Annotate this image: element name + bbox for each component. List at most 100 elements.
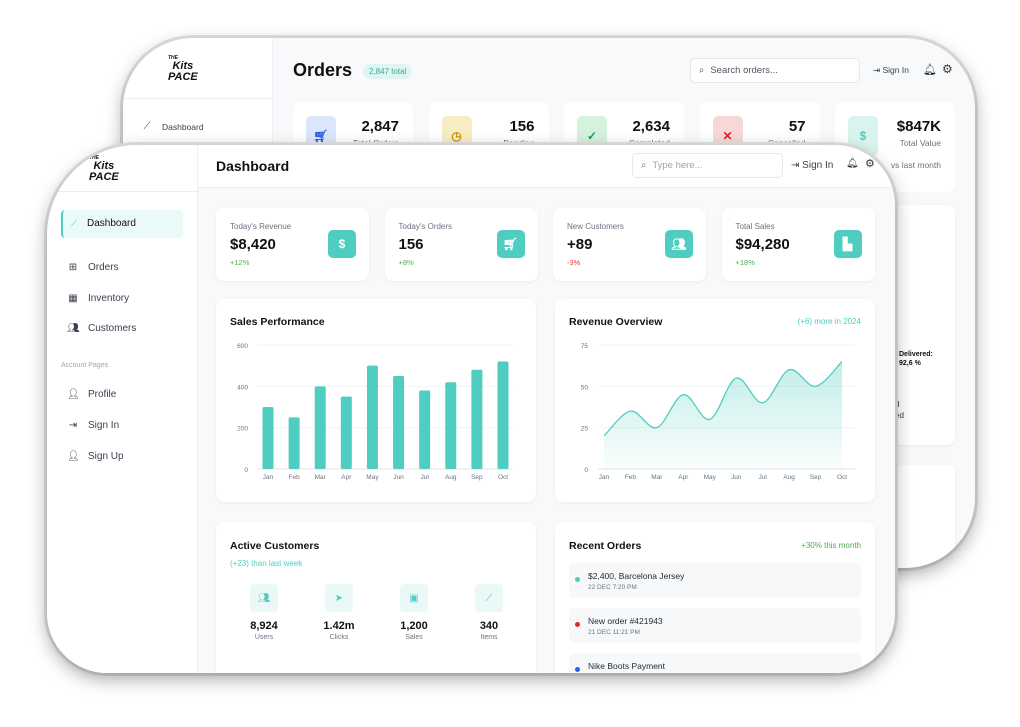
y-tick-label: 600 (237, 343, 248, 350)
dashboard-window: THE Kits PACE ⟋ Dashboard ⊞ Orders ▦ Inven… (47, 145, 895, 673)
revenue-overview-card: Revenue Overview (+6) more in 2024 0 25 50… (555, 299, 875, 502)
x-tick-label: Apr (341, 474, 352, 481)
order-list-item[interactable]: $2,400, Barcelona Jersey 22 DEC 7:20 PM (569, 563, 861, 598)
chart-note: (+6) more in 2024 (797, 317, 861, 326)
dollar-icon: $ (328, 230, 356, 258)
users-icon: 👥︎ (250, 584, 278, 612)
y-tick-label: 200 (237, 426, 248, 433)
sidebar-item-sign-in[interactable]: ⇥ Sign In (68, 420, 120, 431)
x-tick-label: Aug (445, 474, 457, 481)
active-customers-stat: 👥︎ 8,924 Users (234, 584, 294, 641)
x-tick-label: Oct (498, 474, 508, 481)
sales-performance-card: Sales Performance 0 200 400 600 Jan Feb Mar Apr… (216, 299, 536, 502)
x-tick-label: Feb (625, 474, 637, 481)
chart-title: Revenue Overview (569, 316, 663, 328)
cursor-icon: ➤ (325, 584, 353, 612)
active-customers-stat: ⟋ 340 Items (459, 584, 519, 641)
x-tick-label: Jul (421, 474, 430, 481)
stat-card: New Customers +89 -3% 👥︎ (553, 208, 706, 281)
x-tick-label: Sep (810, 474, 822, 481)
stat-card: Total Sales $94,280 +18% ▙ (721, 208, 875, 281)
area-fill (604, 361, 842, 469)
bar-jan (262, 407, 274, 469)
sidebar-item-dashboard[interactable]: ⟋ Dashboard (61, 210, 183, 238)
y-tick-label: 25 (581, 426, 589, 433)
sidebar-item-orders[interactable]: ⊞ Orders (68, 262, 119, 273)
x-tick-label: May (704, 474, 717, 481)
chart-line-icon: ⟋ (71, 218, 78, 228)
bell-icon[interactable]: 🔔︎ (923, 64, 937, 76)
active-customers-card: Active Customers (+23) than last week 👥︎… (216, 522, 536, 673)
sidebar: THE Kits PACE ⟋ Dashboard ⊞ Orders ▦ Inven… (47, 145, 198, 673)
search-icon: ⌕ (641, 160, 647, 171)
search-icon: ⌕ (699, 65, 705, 76)
recent-orders-card: Recent Orders +30% this month $2,400, Ba… (555, 522, 875, 673)
order-list-item[interactable]: New order #421943 21 DEC 11:21 PM (569, 608, 861, 643)
order-list-item[interactable]: Nike Boots Payment (569, 653, 861, 673)
y-tick-label: 50 (581, 384, 589, 391)
page-title: Orders (293, 60, 353, 80)
active-customers-stat: ➤ 1.42m Clicks (309, 584, 369, 641)
user-plus-icon: 👤︎ (67, 451, 80, 462)
table-icon: ⊞ (68, 262, 78, 273)
status-dot (575, 667, 580, 672)
brand-logo: THE Kits PACE (89, 155, 119, 183)
revenue-line (603, 361, 843, 437)
chart-line-icon: ⟋ (475, 584, 503, 612)
x-tick-label: Feb (289, 474, 301, 481)
users-icon: 👥︎ (67, 323, 80, 334)
chart-title: Sales Performance (230, 316, 325, 328)
user-icon: 👤︎ (67, 389, 80, 400)
sales-bar-chart: 0 200 400 600 Jan Feb Mar Apr May Jun Jul Aug Sep Oct (237, 343, 513, 481)
revenue-area-chart: 0 25 50 75 Jan Feb Mar Apr May Jun Jul Aug Sep Oct (581, 343, 855, 481)
brand-logo: THE Kits PACE (168, 55, 198, 83)
x-tick-label: May (366, 474, 379, 481)
active-customers-stat: ▣ 1,200 Sales (384, 584, 444, 641)
bell-icon[interactable]: 🔔︎ (846, 158, 859, 169)
sidebar-item-inventory[interactable]: ▦ Inventory (68, 293, 130, 304)
stat-card: Today's Revenue $8,420 +12% $ (216, 208, 369, 281)
bar-sep (471, 369, 483, 469)
gear-icon[interactable]: ⚙ (942, 62, 953, 76)
x-tick-label: Sep (471, 474, 483, 481)
sidebar-item-customers[interactable]: 👥︎ Customers (67, 323, 137, 334)
total-badge: 2,847 total (363, 64, 413, 79)
calendar-icon: ▦ (68, 293, 78, 304)
bar-aug (445, 382, 457, 469)
status-dot (575, 577, 580, 582)
bar-oct (497, 361, 509, 469)
sidebar-item-sign-up[interactable]: 👤︎ Sign Up (67, 451, 124, 462)
sign-in-link[interactable]: ⇥ Sign In (791, 160, 834, 171)
y-tick-label: 0 (244, 467, 248, 474)
x-tick-label: Jul (759, 474, 768, 481)
y-tick-label: 400 (237, 384, 248, 391)
chart-line-icon: ⟋ (143, 121, 151, 132)
cart-icon: 🛒︎ (496, 230, 525, 258)
x-tick-label: Oct (837, 474, 847, 481)
bar-feb (288, 417, 300, 469)
x-tick-label: Jan (599, 474, 610, 481)
gear-icon[interactable]: ⚙ (865, 158, 875, 170)
search-orders-input[interactable]: ⌕ Search orders... (690, 58, 860, 83)
x-tick-label: Mar (651, 474, 663, 481)
bag-icon: ▣ (400, 584, 428, 612)
y-tick-label: 75 (581, 343, 589, 350)
page-title: Dashboard (216, 158, 290, 174)
sign-in-icon: ⇥ (68, 420, 78, 431)
search-input[interactable]: ⌕ Type here... (632, 153, 783, 178)
section-label: Account Pages (61, 362, 109, 369)
status-dot (575, 622, 580, 627)
sidebar-item-profile[interactable]: 👤︎ Profile (67, 389, 117, 400)
users-icon: 👥︎ (665, 230, 693, 258)
stat-card: Today's Orders 156 +8% 🛒︎ (384, 208, 538, 281)
sign-in-icon: ⇥ (873, 65, 881, 75)
back-sidebar-item-dashboard[interactable]: ⟋ Dashboard (141, 121, 204, 132)
header: Dashboard ⌕ Type here... ⇥ Sign In 🔔︎ ⚙ (198, 145, 895, 188)
x-tick-label: Jun (393, 474, 404, 481)
x-tick-label: Mar (315, 474, 327, 481)
bar-jul (419, 390, 431, 469)
back-sign-in-link[interactable]: ⇥ Sign In (873, 65, 909, 75)
x-tick-label: Jun (731, 474, 742, 481)
bar-apr (340, 396, 352, 469)
x-tick-label: Jan (263, 474, 274, 481)
